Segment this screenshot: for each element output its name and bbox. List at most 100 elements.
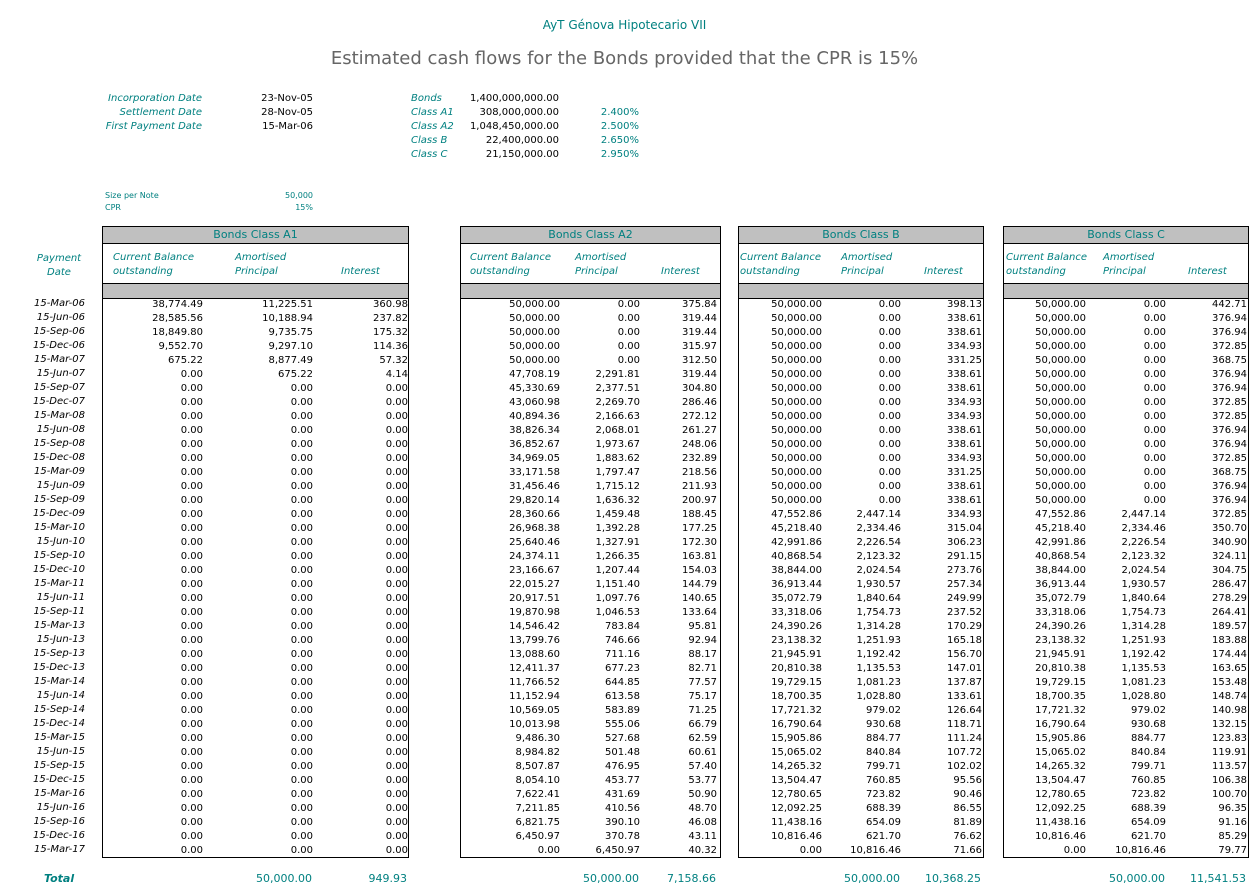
amortised-cell: 1,459.48 <box>595 509 640 520</box>
amortised-cell: 1,392.28 <box>595 523 640 534</box>
balance-cell: 50,000.00 <box>771 327 822 338</box>
balance-cell: 0.00 <box>180 845 203 856</box>
payment-date-cell: 15-Mar-09 <box>34 466 85 477</box>
balance-cell: 50,000.00 <box>1035 425 1086 436</box>
amortised-cell: 677.23 <box>605 663 640 674</box>
balance-cell: 15,065.02 <box>1035 747 1086 758</box>
payment-date-cell: 15-Sep-09 <box>33 494 85 505</box>
balance-cell: 0.00 <box>180 705 203 716</box>
class-a1-total-interest: 949.93 <box>368 872 408 885</box>
amortised-cell: 1,636.32 <box>595 495 640 506</box>
balance-cell: 50,000.00 <box>509 327 560 338</box>
interest-cell: 376.94 <box>1212 313 1247 324</box>
balance-cell: 22,015.27 <box>509 579 560 590</box>
interest-cell: 372.85 <box>1212 397 1247 408</box>
balance-cell: 0.00 <box>180 775 203 786</box>
class-b-label: Class B <box>411 135 448 146</box>
amortised-cell: 0.00 <box>878 383 901 394</box>
payment-date-cell: 15-Dec-14 <box>32 718 85 729</box>
amortised-cell: 760.85 <box>1131 775 1166 786</box>
amortised-cell: 0.00 <box>290 733 313 744</box>
balance-cell: 50,000.00 <box>771 439 822 450</box>
amortised-cell: 1,135.53 <box>856 663 901 674</box>
balance-cell: 15,905.86 <box>771 733 822 744</box>
interest-cell: 376.94 <box>1212 327 1247 338</box>
balance-cell: 40,868.54 <box>771 551 822 562</box>
balance-cell: 0.00 <box>180 453 203 464</box>
header-separator-bar <box>1004 283 1248 299</box>
amortised-cell: 979.02 <box>1131 705 1166 716</box>
balance-cell: 50,000.00 <box>1035 495 1086 506</box>
amortised-column-header: Principal <box>235 266 278 277</box>
amortised-cell: 431.69 <box>605 789 640 800</box>
balance-cell: 0.00 <box>537 845 560 856</box>
amortised-cell: 0.00 <box>878 369 901 380</box>
balance-cell: 0.00 <box>180 761 203 772</box>
table-title: Bonds Class A1 <box>103 227 408 244</box>
amortised-cell: 1,135.53 <box>1121 663 1166 674</box>
amortised-cell: 1,314.28 <box>856 621 901 632</box>
interest-cell: 0.00 <box>385 719 408 730</box>
balance-column-header: outstanding <box>113 266 173 277</box>
amortised-cell: 0.00 <box>290 593 313 604</box>
amortised-cell: 0.00 <box>878 299 901 310</box>
amortised-column-header: Amortised <box>1103 252 1155 263</box>
balance-cell: 10,816.46 <box>771 831 822 842</box>
balance-cell: 24,390.26 <box>771 621 822 632</box>
interest-column-header: Interest <box>341 266 380 277</box>
balance-cell: 20,810.38 <box>1035 663 1086 674</box>
interest-cell: 0.00 <box>385 733 408 744</box>
payment-date-cell: 15-Jun-16 <box>36 802 85 813</box>
payment-date-cell: 15-Mar-15 <box>34 732 85 743</box>
amortised-cell: 1,081.23 <box>1121 677 1166 688</box>
balance-cell: 40,868.54 <box>1035 551 1086 562</box>
balance-cell: 50,000.00 <box>771 411 822 422</box>
payment-date-column: 15-Mar-06 15-Jun-06 15-Sep-06 15-Dec-06 15-M… <box>0 298 90 858</box>
amortised-cell: 501.48 <box>605 747 640 758</box>
amortised-cell: 476.95 <box>605 761 640 772</box>
amortised-cell: 1,192.42 <box>1121 649 1166 660</box>
balance-cell: 0.00 <box>180 551 203 562</box>
bonds-class-a2-table: Bonds Class A2 Current Balance outstanding… <box>460 226 721 858</box>
balance-cell: 50,000.00 <box>1035 313 1086 324</box>
amortised-cell: 10,816.46 <box>850 845 901 856</box>
payment-date-cell: 15-Jun-07 <box>36 368 85 379</box>
amortised-cell: 370.78 <box>605 831 640 842</box>
balance-cell: 10,816.46 <box>1035 831 1086 842</box>
payment-date-cell: 15-Mar-11 <box>34 578 85 589</box>
balance-cell: 18,700.35 <box>771 691 822 702</box>
interest-cell: 57.40 <box>688 761 717 772</box>
amortised-cell: 0.00 <box>290 383 313 394</box>
interest-cell: 319.44 <box>682 327 717 338</box>
amortised-cell: 0.00 <box>290 537 313 548</box>
amortised-cell: 654.09 <box>1131 817 1166 828</box>
interest-cell: 71.25 <box>688 705 717 716</box>
document-subtitle: Estimated cash flows for the Bonds provi… <box>330 48 919 69</box>
balance-cell: 0.00 <box>1063 845 1086 856</box>
interest-cell: 71.66 <box>953 845 982 856</box>
balance-cell: 14,265.32 <box>1035 761 1086 772</box>
interest-cell: 0.00 <box>385 817 408 828</box>
balance-cell: 11,438.16 <box>1035 817 1086 828</box>
amortised-cell: 0.00 <box>290 761 313 772</box>
interest-cell: 278.29 <box>1212 593 1247 604</box>
interest-cell: 334.93 <box>947 411 982 422</box>
payment-date-cell: 15-Sep-16 <box>33 816 85 827</box>
balance-cell: 19,729.15 <box>771 677 822 688</box>
amortised-cell: 930.68 <box>866 719 901 730</box>
amortised-cell: 1,266.35 <box>595 551 640 562</box>
interest-cell: 334.93 <box>947 397 982 408</box>
interest-cell: 91.16 <box>1218 817 1247 828</box>
amortised-cell: 1,840.64 <box>1121 593 1166 604</box>
interest-cell: 315.04 <box>947 523 982 534</box>
amortised-cell: 0.00 <box>878 313 901 324</box>
bonds-class-c-table: Bonds Class C Current Balance outstanding A… <box>1003 226 1249 858</box>
balance-cell: 50,000.00 <box>771 425 822 436</box>
amortised-cell: 9,735.75 <box>268 327 313 338</box>
interest-cell: 174.44 <box>1212 649 1247 660</box>
amortised-cell: 0.00 <box>290 649 313 660</box>
balance-cell: 17,721.32 <box>771 705 822 716</box>
interest-cell: 340.90 <box>1212 537 1247 548</box>
interest-cell: 334.93 <box>947 453 982 464</box>
amortised-cell: 0.00 <box>1143 467 1166 478</box>
